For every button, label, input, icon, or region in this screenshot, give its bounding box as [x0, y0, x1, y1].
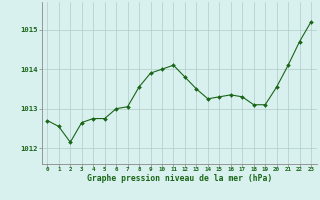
X-axis label: Graphe pression niveau de la mer (hPa): Graphe pression niveau de la mer (hPa): [87, 174, 272, 183]
